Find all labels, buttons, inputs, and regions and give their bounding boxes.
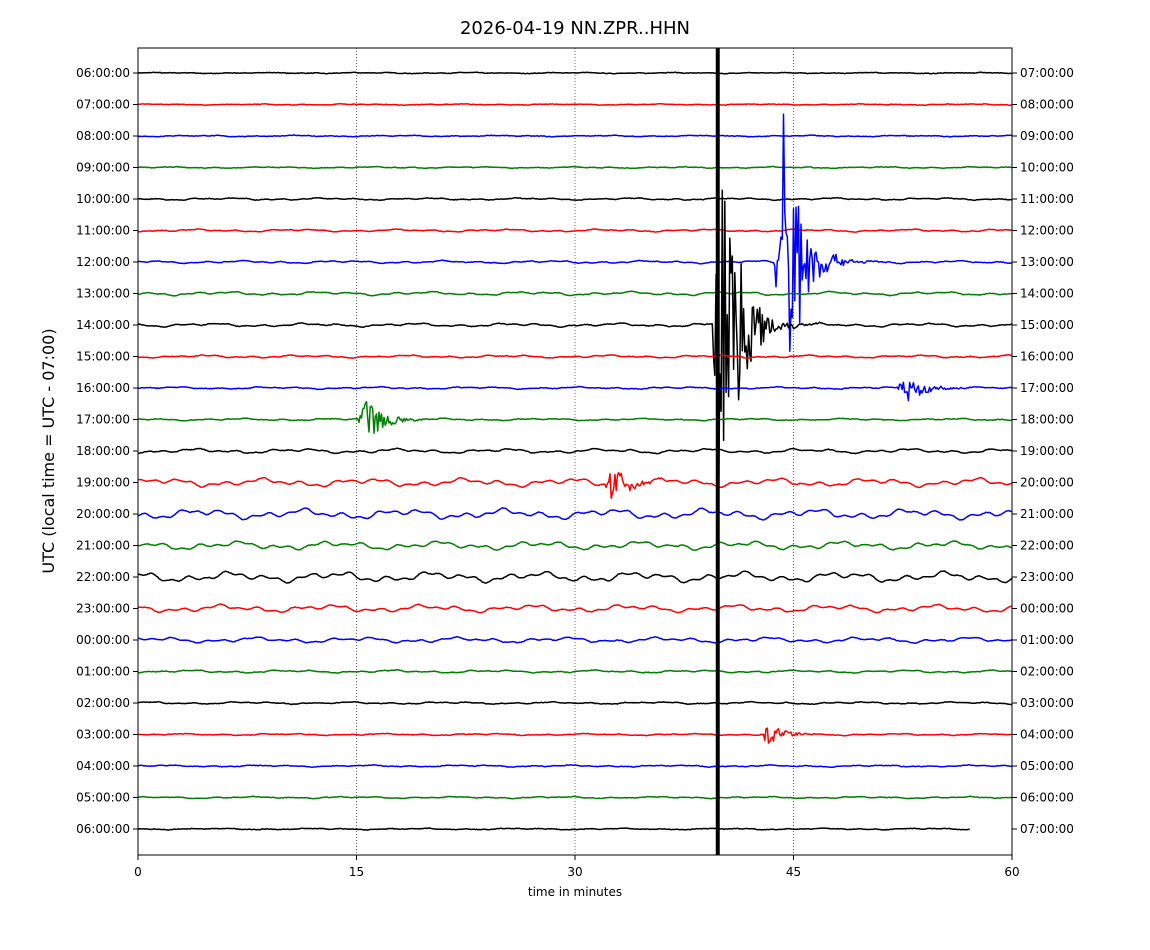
row-time-label-right: 13:00:00	[1020, 255, 1074, 269]
row-time-label-right: 14:00:00	[1020, 287, 1074, 301]
trace-line	[137, 290, 1013, 297]
row-time-label-left: 23:00:00	[76, 602, 130, 616]
trace-line	[137, 196, 1013, 202]
trace-line	[137, 570, 1013, 584]
row-time-label-left: 20:00:00	[76, 507, 130, 521]
row-time-label-left: 01:00:00	[76, 665, 130, 679]
quake-burst	[715, 48, 720, 855]
row-time-label-right: 21:00:00	[1020, 507, 1074, 521]
row-time-label-left: 18:00:00	[76, 444, 130, 458]
row-time-label-right: 16:00:00	[1020, 350, 1074, 364]
row-time-label-right: 23:00:00	[1020, 570, 1074, 584]
x-axis-label: time in minutes	[528, 885, 622, 899]
trace-line	[137, 540, 1013, 551]
trace-line	[137, 827, 970, 831]
trace-line	[137, 165, 1013, 170]
trace-line	[137, 381, 1013, 402]
trace-group	[137, 48, 1013, 855]
row-time-label-right: 19:00:00	[1020, 444, 1074, 458]
row-time-label-right: 07:00:00	[1020, 66, 1074, 80]
trace-line	[137, 507, 1013, 521]
row-time-label-right: 15:00:00	[1020, 318, 1074, 332]
trace-line	[137, 102, 1013, 107]
trace-line	[137, 603, 1013, 614]
row-time-label-right: 12:00:00	[1020, 224, 1074, 238]
row-time-label-left: 08:00:00	[76, 129, 130, 143]
y-axis-label: UTC (local time = UTC - 07:00)	[39, 328, 58, 573]
row-time-label-left: 17:00:00	[76, 413, 130, 427]
trace-line	[137, 727, 1013, 744]
row-time-label-left: 15:00:00	[76, 350, 130, 364]
trace-line	[137, 228, 1013, 233]
trace-line	[137, 471, 1013, 499]
trace-line	[137, 795, 1013, 800]
row-time-label-right: 09:00:00	[1020, 129, 1074, 143]
x-tick-label: 60	[1004, 865, 1019, 879]
row-time-label-left: 06:00:00	[76, 66, 130, 80]
trace-line	[137, 700, 1012, 706]
x-tick-label: 30	[567, 865, 582, 879]
row-time-label-left: 19:00:00	[76, 476, 130, 490]
trace-line	[137, 447, 1013, 455]
row-time-label-right: 01:00:00	[1020, 633, 1074, 647]
row-time-label-right: 04:00:00	[1020, 728, 1074, 742]
grid-lines	[356, 48, 794, 855]
row-time-label-left: 00:00:00	[76, 633, 130, 647]
trace-line	[137, 400, 1013, 435]
trace-line	[137, 189, 1013, 506]
row-time-label-right: 08:00:00	[1020, 98, 1074, 112]
row-time-label-right: 06:00:00	[1020, 791, 1074, 805]
row-time-label-left: 07:00:00	[76, 98, 130, 112]
row-time-label-left: 02:00:00	[76, 696, 130, 710]
row-time-label-left: 13:00:00	[76, 287, 130, 301]
trace-line	[137, 71, 1013, 75]
row-time-label-right: 05:00:00	[1020, 759, 1074, 773]
row-time-label-right: 18:00:00	[1020, 413, 1074, 427]
row-time-label-left: 16:00:00	[76, 381, 130, 395]
trace-line	[137, 668, 1013, 674]
row-time-label-right: 02:00:00	[1020, 665, 1074, 679]
left-time-labels: 06:00:00 07:00:00 08:00:00 09:00:00 10:00:00…	[76, 66, 138, 836]
x-tick-label: 0	[134, 865, 142, 879]
chart-title: 2026-04-19 NN.ZPR..HHN	[460, 18, 690, 39]
x-axis-ticks: 0 15 30 45 60	[134, 855, 1020, 879]
row-time-label-left: 09:00:00	[76, 161, 130, 175]
row-time-label-right: 20:00:00	[1020, 476, 1074, 490]
trace-line	[137, 113, 1013, 352]
row-time-label-left: 04:00:00	[76, 759, 130, 773]
row-time-label-left: 10:00:00	[76, 192, 130, 206]
row-time-label-left: 21:00:00	[76, 539, 130, 553]
trace-line	[137, 134, 1013, 138]
row-time-label-right: 17:00:00	[1020, 381, 1074, 395]
row-time-label-right: 22:00:00	[1020, 539, 1074, 553]
row-time-label-left: 14:00:00	[76, 318, 130, 332]
x-tick-label: 45	[786, 865, 801, 879]
right-time-labels: 07:00:00 08:00:00 09:00:00 10:00:00 11:00:00…	[1012, 66, 1074, 836]
row-time-label-right: 03:00:00	[1020, 696, 1074, 710]
row-time-label-left: 06:00:00	[76, 822, 130, 836]
row-time-label-right: 11:00:00	[1020, 192, 1074, 206]
row-time-label-right: 10:00:00	[1020, 161, 1074, 175]
row-time-label-left: 11:00:00	[76, 224, 130, 238]
row-time-label-left: 12:00:00	[76, 255, 130, 269]
trace-line	[137, 764, 1013, 769]
row-time-label-right: 07:00:00	[1020, 822, 1074, 836]
row-time-label-left: 22:00:00	[76, 570, 130, 584]
row-time-label-left: 03:00:00	[76, 728, 130, 742]
x-tick-label: 15	[349, 865, 364, 879]
row-time-label-left: 05:00:00	[76, 791, 130, 805]
row-time-label-right: 00:00:00	[1020, 602, 1074, 616]
trace-line	[137, 636, 1013, 644]
trace-line	[137, 354, 1013, 359]
